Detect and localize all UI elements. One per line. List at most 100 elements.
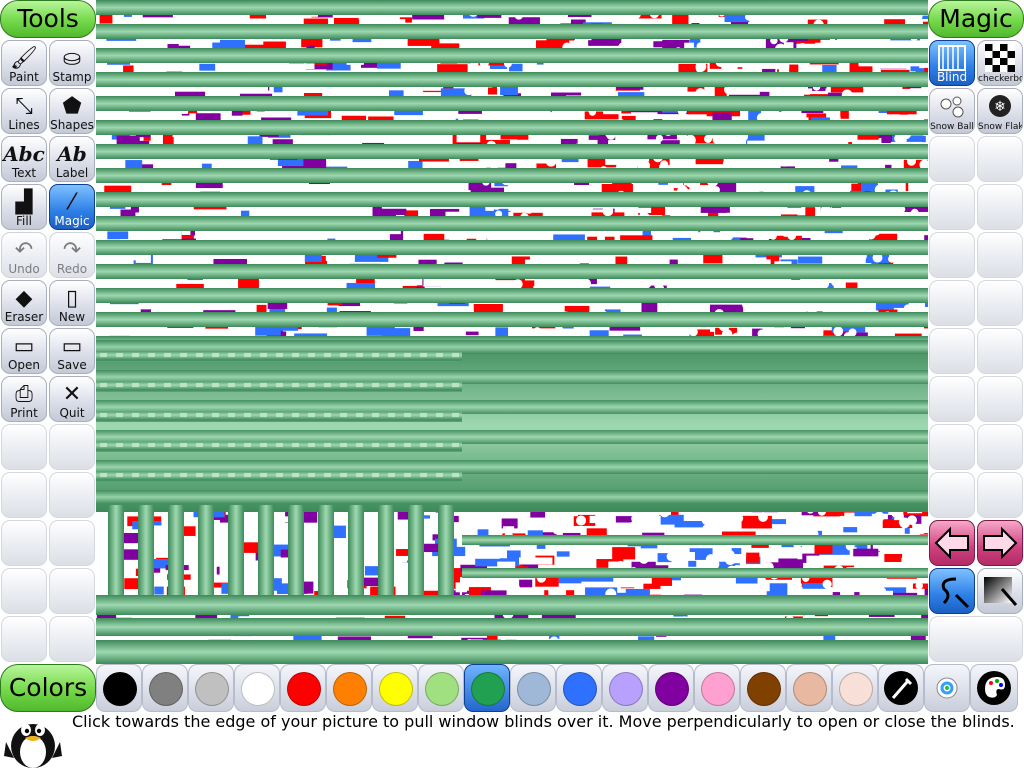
tool-label: Magic xyxy=(54,214,90,228)
color-picker-icon[interactable] xyxy=(878,664,924,712)
rainbow-palette-icon[interactable] xyxy=(924,664,970,712)
tool-open-button[interactable]: ▭ Open xyxy=(1,328,47,374)
tool-label: Text xyxy=(11,166,37,180)
color-swatch[interactable] xyxy=(694,664,740,712)
tool-text-button[interactable]: Abc Text xyxy=(1,136,47,182)
magic-snow-flake-button[interactable]: ❄ Snow Flake xyxy=(977,88,1023,134)
color-dot xyxy=(149,672,183,706)
colors-header: Colors xyxy=(0,664,96,712)
color-dot xyxy=(655,672,689,706)
empty-magic-slot xyxy=(977,280,1023,326)
color-dot xyxy=(609,672,643,706)
color-swatch[interactable] xyxy=(280,664,326,712)
color-swatch[interactable] xyxy=(648,664,694,712)
tool-undo-button[interactable]: ↶ Undo xyxy=(1,232,47,278)
stamp-icon: ⛀ xyxy=(62,45,82,71)
tool-lines-button[interactable]: ⤡ Lines xyxy=(1,88,47,134)
paint-palette-icon[interactable] xyxy=(970,664,1018,712)
color-dot xyxy=(241,672,275,706)
empty-magic-slot xyxy=(977,472,1023,518)
color-dot xyxy=(195,672,229,706)
color-swatch[interactable] xyxy=(234,664,280,712)
empty-magic-slot xyxy=(977,376,1023,422)
right-arrow-icon[interactable] xyxy=(977,520,1023,566)
color-dot xyxy=(517,672,551,706)
color-dot xyxy=(425,672,459,706)
text-icon: Abc xyxy=(3,142,45,166)
tool-eraser-button[interactable]: ◆ Eraser xyxy=(1,280,47,326)
tool-label: Stamp xyxy=(52,70,92,84)
tool-save-button[interactable]: ▭ Save xyxy=(49,328,95,374)
tool-quit-button[interactable]: ✕ Quit xyxy=(49,376,95,422)
color-swatch[interactable] xyxy=(464,664,510,712)
paint-mode-icon[interactable] xyxy=(929,568,975,614)
magic-checkerboard-button[interactable]: checkerboard xyxy=(977,40,1023,86)
tool-stamp-button[interactable]: ⛀ Stamp xyxy=(49,40,95,86)
status-message: Click towards the edge of your picture t… xyxy=(72,712,1015,731)
color-swatch[interactable] xyxy=(832,664,878,712)
color-swatch[interactable] xyxy=(510,664,556,712)
color-dot xyxy=(701,672,735,706)
left-arrow-icon[interactable] xyxy=(929,520,975,566)
tool-label-button[interactable]: Ab Label xyxy=(49,136,95,182)
blinds-artwork xyxy=(96,0,928,664)
magic-label: Snow Ball xyxy=(930,122,974,132)
tool-shapes-button[interactable]: ⬟ Shapes xyxy=(49,88,95,134)
color-swatch[interactable] xyxy=(188,664,234,712)
tool-label: Paint xyxy=(9,70,39,84)
magic-label: Blind xyxy=(936,70,968,84)
empty-tool-slot xyxy=(1,472,47,518)
new-page-icon: ▯ xyxy=(65,285,79,311)
empty-magic-slot xyxy=(929,328,975,374)
magic-snow-ball-button[interactable]: Snow Ball xyxy=(929,88,975,134)
tool-redo-button[interactable]: ↷ Redo xyxy=(49,232,95,278)
magic-label: Snow Flake xyxy=(978,122,1023,132)
color-swatch[interactable] xyxy=(740,664,786,712)
tool-paint-button[interactable]: 🖌 Paint xyxy=(1,40,47,86)
tool-label: New xyxy=(58,310,86,324)
color-swatch[interactable] xyxy=(786,664,832,712)
tool-magic-button[interactable]: ⁄ Magic xyxy=(49,184,95,230)
color-swatch[interactable] xyxy=(326,664,372,712)
tool-label: Open xyxy=(7,358,41,372)
redo-icon: ↷ xyxy=(62,237,82,263)
color-dot xyxy=(103,672,137,706)
empty-tool-slot xyxy=(49,616,95,662)
empty-magic-slot xyxy=(929,376,975,422)
open-book-icon: ▭ xyxy=(13,333,35,359)
magic-header: Magic xyxy=(928,0,1024,38)
label-icon: Ab xyxy=(57,142,87,166)
color-swatch[interactable] xyxy=(96,664,142,712)
color-swatch[interactable] xyxy=(142,664,188,712)
fullscreen-magic-icon[interactable] xyxy=(977,568,1023,614)
svg-text:❄: ❄ xyxy=(994,99,1006,115)
empty-tool-slot xyxy=(1,568,47,614)
empty-magic-slot xyxy=(929,184,975,230)
empty-magic-slot xyxy=(977,328,1023,374)
tux-penguin-icon xyxy=(4,724,62,768)
checkerboard-icon xyxy=(978,43,1022,73)
color-dot xyxy=(333,672,367,706)
color-swatch[interactable] xyxy=(372,664,418,712)
save-book-icon: ▭ xyxy=(61,333,83,359)
tool-new-button[interactable]: ▯ New xyxy=(49,280,95,326)
color-swatch[interactable] xyxy=(418,664,464,712)
color-swatch[interactable] xyxy=(602,664,648,712)
tool-print-button[interactable]: ⎙ Print xyxy=(1,376,47,422)
color-swatch[interactable] xyxy=(556,664,602,712)
drawing-canvas[interactable] xyxy=(96,0,928,664)
color-dot xyxy=(379,672,413,706)
empty-magic-slot xyxy=(929,424,975,470)
empty-magic-slot xyxy=(977,136,1023,182)
empty-magic-slot xyxy=(929,616,1023,662)
undo-icon: ↶ xyxy=(14,237,34,263)
tool-label: Eraser xyxy=(4,310,44,324)
color-dot xyxy=(287,672,321,706)
color-dot xyxy=(747,672,781,706)
snowflake-icon: ❄ xyxy=(978,91,1022,121)
empty-magic-slot xyxy=(929,136,975,182)
magic-blind-button[interactable]: Blind xyxy=(929,40,975,86)
empty-tool-slot xyxy=(1,520,47,566)
quit-x-icon: ✕ xyxy=(62,381,82,407)
tool-fill-button[interactable]: ▟ Fill xyxy=(1,184,47,230)
